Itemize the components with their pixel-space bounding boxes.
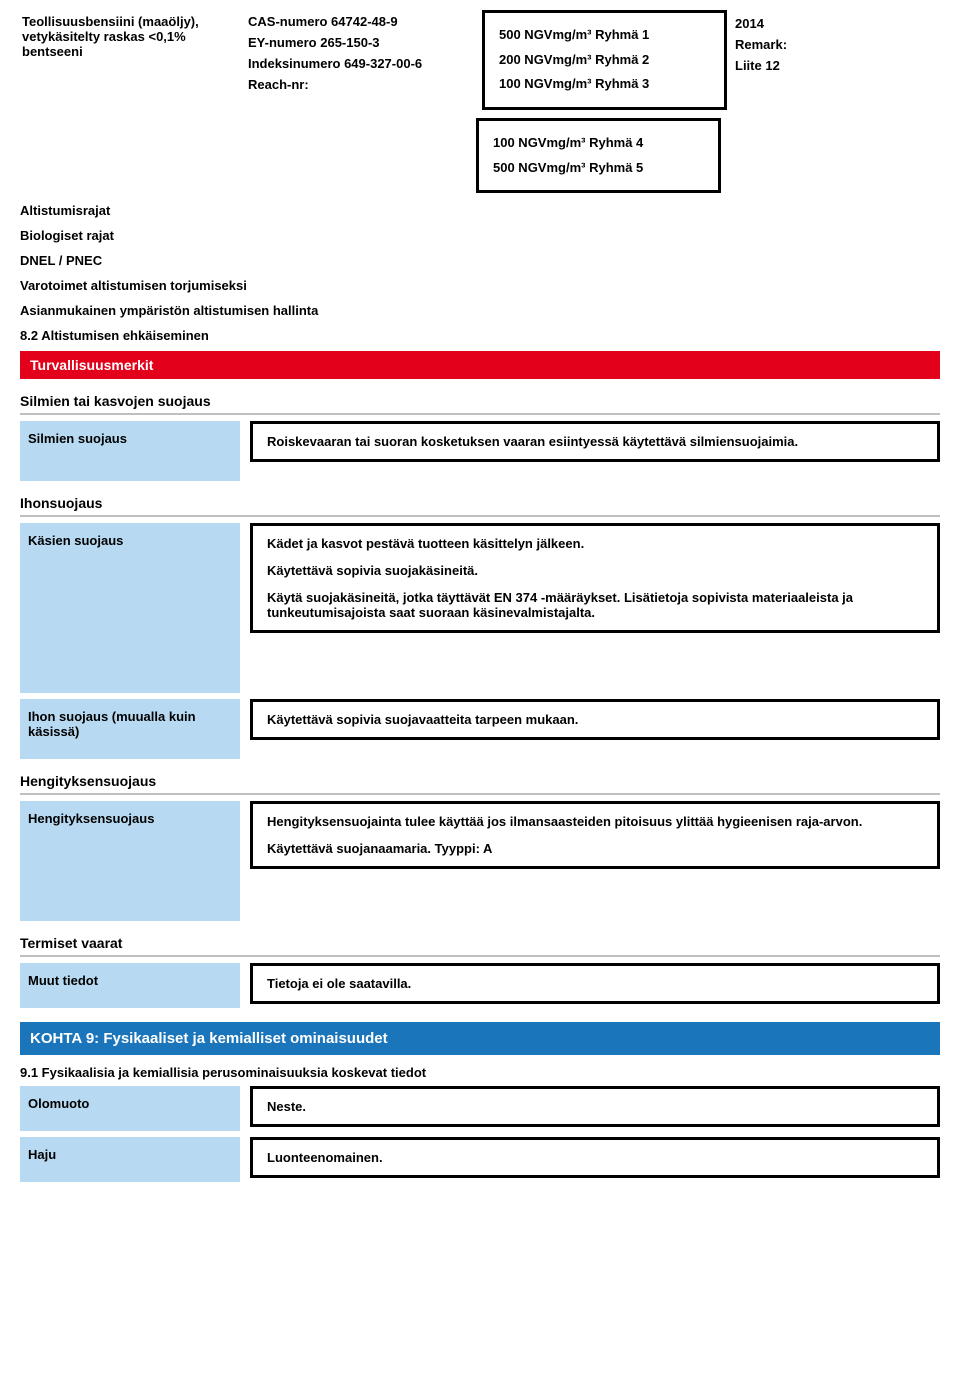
value-haju: Luonteenomainen.	[250, 1137, 940, 1178]
row-kasien-suojaus: Käsien suojaus Kädet ja kasvot pestävä t…	[20, 523, 940, 693]
hengitys-v2: Käytettävä suojanaamaria. Tyyppi: A	[267, 841, 923, 856]
kasien-v3: Käytä suojakäsineitä, jotka täyttävät EN…	[267, 590, 923, 620]
label-muut-tiedot: Muut tiedot	[20, 963, 240, 1008]
value-ihon-suojaus: Käytettävä sopivia suojavaatteita tarpee…	[250, 699, 940, 740]
heading-biologiset: Biologiset rajat	[20, 228, 940, 243]
heading-altistumisrajat: Altistumisrajat	[20, 203, 940, 218]
row-ihon-suojaus: Ihon suojaus (muualla kuin käsissä) Käyt…	[20, 699, 940, 759]
exposure-limits-box-2: 100 NGVmg/m³ Ryhmä 4 500 NGVmg/m³ Ryhmä …	[476, 118, 721, 193]
substance-name: Teollisuusbensiini (maaöljy), vetykäsite…	[20, 10, 240, 110]
label-olomuoto: Olomuoto	[20, 1086, 240, 1131]
reach-number: Reach-nr:	[248, 77, 474, 92]
label-ihon-suojaus: Ihon suojaus (muualla kuin käsissä)	[20, 699, 240, 759]
label-haju: Haju	[20, 1137, 240, 1182]
row-silmien-suojaus: Silmien suojaus Roiskevaaran tai suoran …	[20, 421, 940, 481]
year-remark: 2014 Remark: Liite 12	[733, 10, 873, 110]
heading-silmien-kasvojen: Silmien tai kasvojen suojaus	[20, 389, 940, 415]
heading-dnel: DNEL / PNEC	[20, 253, 940, 268]
substance-codes: CAS-numero 64742-48-9 EY-numero 265-150-…	[246, 10, 476, 110]
value-kasien-suojaus: Kädet ja kasvot pestävä tuotteen käsitte…	[250, 523, 940, 633]
limit-row: 500 NGVmg/m³ Ryhmä 5	[493, 156, 704, 181]
kasien-v1: Kädet ja kasvot pestävä tuotteen käsitte…	[267, 536, 923, 551]
remark-label: Remark:	[735, 35, 871, 56]
turvallisuusmerkit-bar: Turvallisuusmerkit	[20, 351, 940, 379]
heading-varotoimet: Varotoimet altistumisen torjumiseksi	[20, 278, 940, 293]
value-muut-tiedot: Tietoja ei ole saatavilla.	[250, 963, 940, 1004]
limit-row: 100 NGVmg/m³ Ryhmä 3	[499, 72, 710, 97]
label-hengityksensuojaus: Hengityksensuojaus	[20, 801, 240, 921]
value-olomuoto: Neste.	[250, 1086, 940, 1127]
row-hengityksensuojaus: Hengityksensuojaus Hengityksensuojainta …	[20, 801, 940, 921]
limit-row: 100 NGVmg/m³ Ryhmä 4	[493, 131, 704, 156]
label-kasien-suojaus: Käsien suojaus	[20, 523, 240, 693]
substance-id-table: Teollisuusbensiini (maaöljy), vetykäsite…	[20, 10, 940, 110]
row-muut-tiedot: Muut tiedot Tietoja ei ole saatavilla.	[20, 963, 940, 1008]
value-hengityksensuojaus: Hengityksensuojainta tulee käyttää jos i…	[250, 801, 940, 869]
liite: Liite 12	[735, 56, 871, 77]
label-silmien-suojaus: Silmien suojaus	[20, 421, 240, 481]
heading-8-2: 8.2 Altistumisen ehkäiseminen	[20, 328, 940, 343]
value-silmien-suojaus: Roiskevaaran tai suoran kosketuksen vaar…	[250, 421, 940, 462]
year: 2014	[735, 14, 871, 35]
limit-row: 200 NGVmg/m³ Ryhmä 2	[499, 48, 710, 73]
cas-number: CAS-numero 64742-48-9	[248, 14, 474, 29]
heading-ihonsuojaus: Ihonsuojaus	[20, 491, 940, 517]
heading-hengityksensuojaus: Hengityksensuojaus	[20, 769, 940, 795]
row-haju: Haju Luonteenomainen.	[20, 1137, 940, 1182]
row-olomuoto: Olomuoto Neste.	[20, 1086, 940, 1131]
heading-termiset: Termiset vaarat	[20, 931, 940, 957]
ey-number: EY-numero 265-150-3	[248, 35, 474, 50]
limit-row: 500 NGVmg/m³ Ryhmä 1	[499, 23, 710, 48]
index-number: Indeksinumero 649-327-00-6	[248, 56, 474, 71]
heading-9-1: 9.1 Fysikaalisia ja kemiallisia perusomi…	[20, 1065, 940, 1080]
kohta-9-bar: KOHTA 9: Fysikaaliset ja kemialliset omi…	[20, 1022, 940, 1055]
hengitys-v1: Hengityksensuojainta tulee käyttää jos i…	[267, 814, 923, 829]
kasien-v2: Käytettävä sopivia suojakäsineitä.	[267, 563, 923, 578]
heading-asianmukainen: Asianmukainen ympäristön altistumisen ha…	[20, 303, 940, 318]
exposure-limits-box-1: 500 NGVmg/m³ Ryhmä 1 200 NGVmg/m³ Ryhmä …	[482, 10, 727, 110]
